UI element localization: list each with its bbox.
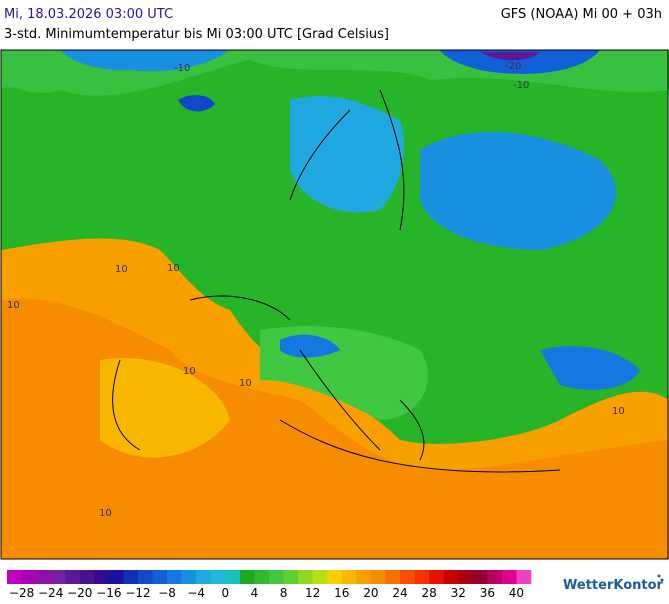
model-run: GFS (NOAA) Mi 00 + 03h bbox=[501, 7, 662, 22]
temperature-region bbox=[60, 50, 230, 72]
legend-label: 24 bbox=[392, 586, 407, 600]
temperature-region bbox=[420, 131, 617, 250]
temperature-region bbox=[290, 96, 404, 213]
legend-swatch bbox=[21, 570, 37, 584]
contour-label: 10 bbox=[612, 406, 625, 417]
legend-swatch bbox=[400, 570, 415, 584]
legend-label: −28 bbox=[9, 586, 34, 600]
contour-label: -10 bbox=[174, 63, 190, 74]
contour-label: -10 bbox=[513, 80, 529, 91]
temperature-region bbox=[100, 358, 230, 458]
contour-label: 10 bbox=[183, 366, 196, 377]
legend-swatch bbox=[501, 570, 517, 584]
legend-swatch bbox=[443, 570, 459, 584]
legend-swatch bbox=[458, 570, 474, 584]
contour-label: 10 bbox=[167, 263, 180, 274]
legend-swatch bbox=[414, 570, 430, 584]
contour-label: 10 bbox=[115, 264, 128, 275]
legend-label: 32 bbox=[451, 586, 466, 600]
legend-swatch bbox=[487, 570, 503, 584]
map-frame bbox=[0, 49, 669, 560]
legend-label: 40 bbox=[509, 586, 524, 600]
legend-swatch bbox=[385, 570, 401, 584]
legend-swatch bbox=[356, 570, 372, 584]
coastline bbox=[112, 89, 561, 473]
legend-label: −24 bbox=[38, 586, 63, 600]
temperature-region bbox=[280, 334, 340, 358]
legend-label: 0 bbox=[222, 586, 230, 600]
legend-swatch bbox=[36, 570, 51, 584]
legend-label: 8 bbox=[280, 586, 288, 600]
legend-swatch bbox=[239, 570, 255, 584]
legend-label: 4 bbox=[251, 586, 259, 600]
legend-swatch bbox=[65, 570, 81, 584]
color-legend: −28 −24 −20 −16 −12 −8 −4 0 4 8 12 16 20 24 28 32 36 40 bbox=[7, 570, 532, 600]
legend-swatch bbox=[196, 570, 212, 584]
legend-label: −20 bbox=[67, 586, 92, 600]
legend-swatch bbox=[254, 570, 270, 584]
legend-swatch bbox=[50, 570, 66, 584]
temperature-region bbox=[440, 50, 600, 74]
brand-logo: WetterKontor bbox=[563, 578, 664, 593]
legend-swatch bbox=[269, 570, 284, 584]
legend-label: 36 bbox=[480, 586, 495, 600]
contour-label: 10 bbox=[7, 300, 20, 311]
logo-dot bbox=[657, 574, 661, 578]
legend-swatch bbox=[312, 570, 328, 584]
legend-label: 16 bbox=[334, 586, 349, 600]
contour-label: -20 bbox=[505, 61, 521, 72]
legend-label: 28 bbox=[421, 586, 436, 600]
map-title: 3-std. Minimumtemperatur bis Mi 03:00 UT… bbox=[4, 27, 389, 42]
legend-swatch bbox=[283, 570, 299, 584]
legend-swatch bbox=[123, 570, 139, 584]
legend-swatch bbox=[94, 570, 110, 584]
legend-swatch bbox=[298, 570, 313, 584]
map: -10 -20 -10 10 10 10 10 10 10 10 bbox=[0, 49, 669, 560]
legend-swatch bbox=[225, 570, 241, 584]
legend-label: 12 bbox=[305, 586, 320, 600]
temperature-region bbox=[480, 52, 540, 61]
contour-label: 10 bbox=[239, 378, 252, 389]
legend-swatch bbox=[516, 570, 532, 584]
legend-swatch bbox=[370, 570, 386, 584]
legend-swatch bbox=[108, 570, 124, 584]
contour-label: 10 bbox=[99, 508, 112, 519]
legend-swatch bbox=[327, 570, 343, 584]
legend-swatch bbox=[7, 570, 22, 584]
legend-swatch bbox=[167, 570, 182, 584]
legend-label: 20 bbox=[363, 586, 378, 600]
legend-label: −12 bbox=[125, 586, 150, 600]
datetime: Mi, 18.03.2026 03:00 UTC bbox=[4, 7, 173, 22]
legend-swatch bbox=[429, 570, 444, 584]
legend-swatch bbox=[152, 570, 168, 584]
legend-label: −4 bbox=[187, 586, 205, 600]
legend-swatch bbox=[181, 570, 197, 584]
temperature-region bbox=[1, 298, 669, 559]
legend-swatch bbox=[472, 570, 488, 584]
legend-label: −8 bbox=[158, 586, 176, 600]
legend-label: −16 bbox=[96, 586, 121, 600]
legend-swatch bbox=[210, 570, 226, 584]
legend-swatch bbox=[138, 570, 153, 584]
legend-swatch bbox=[341, 570, 357, 584]
temperature-region bbox=[540, 346, 640, 390]
logo-dot bbox=[660, 578, 664, 582]
temperature-region bbox=[178, 95, 215, 112]
legend-swatch bbox=[79, 570, 95, 584]
